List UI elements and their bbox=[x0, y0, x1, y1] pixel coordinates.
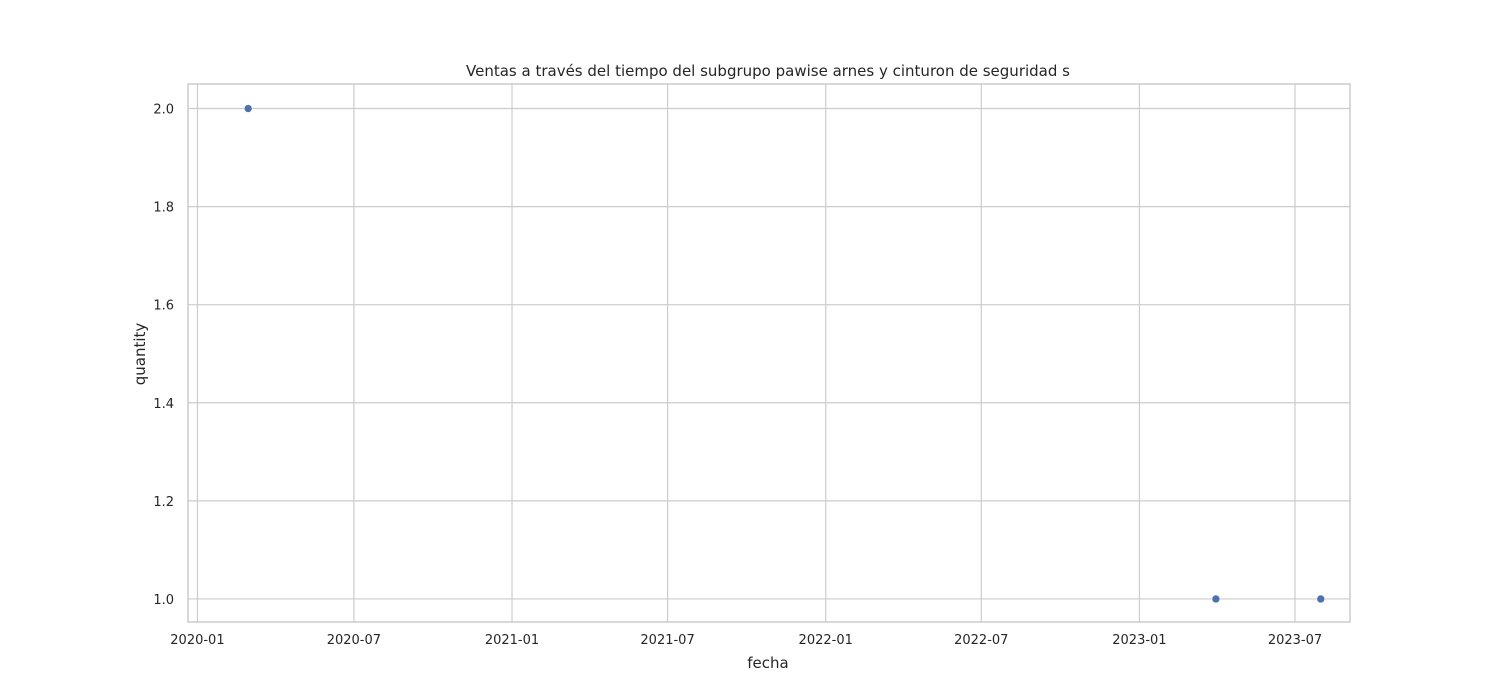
data-point bbox=[243, 104, 253, 113]
x-tick-label: 2022-07 bbox=[954, 633, 1008, 648]
x-tick-label: 2021-01 bbox=[485, 633, 539, 648]
plot-frame bbox=[187, 83, 1351, 623]
chart-title: Ventas a través del tiempo del subgrupo … bbox=[466, 62, 1070, 80]
data-points bbox=[243, 104, 1326, 604]
x-axis-ticks: 2020-01 2020-07 2021-01 2021-07 2022-01 2022-… bbox=[170, 633, 1322, 648]
grid-layer bbox=[188, 84, 1350, 622]
x-tick-label: 2020-01 bbox=[170, 633, 224, 648]
y-axis-ticks: 1.0 1.2 1.4 1.6 1.8 2.0 bbox=[153, 103, 174, 608]
x-tick-label: 2020-07 bbox=[327, 633, 381, 648]
y-tick-label: 2.0 bbox=[153, 103, 174, 118]
data-point bbox=[1211, 594, 1221, 604]
x-tick-label: 2023-01 bbox=[1112, 633, 1166, 648]
y-tick-label: 1.0 bbox=[153, 593, 174, 608]
x-tick-label: 2022-01 bbox=[799, 633, 853, 648]
data-point bbox=[1316, 594, 1326, 604]
y-tick-label: 1.8 bbox=[153, 201, 174, 216]
y-tick-label: 1.6 bbox=[153, 299, 174, 314]
y-tick-label: 1.2 bbox=[153, 495, 174, 510]
y-axis-label: quantity bbox=[131, 323, 149, 386]
y-tick-label: 1.4 bbox=[153, 397, 174, 412]
x-axis-label: fecha bbox=[747, 654, 788, 672]
x-tick-label: 2023-07 bbox=[1268, 633, 1322, 648]
x-tick-label: 2021-07 bbox=[640, 633, 694, 648]
